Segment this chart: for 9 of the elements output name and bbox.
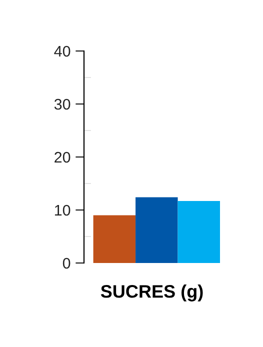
y-tick-label: 40 <box>54 46 70 57</box>
y-tick-label: 20 <box>54 152 70 163</box>
x-axis-title: SUCRES (g) <box>100 284 203 302</box>
bar <box>93 215 136 263</box>
y-tick-label: 10 <box>54 204 70 216</box>
y-tick-label: 30 <box>54 98 70 110</box>
bar <box>136 197 178 263</box>
bar <box>178 200 220 263</box>
y-tick-label: 0 <box>62 258 70 269</box>
